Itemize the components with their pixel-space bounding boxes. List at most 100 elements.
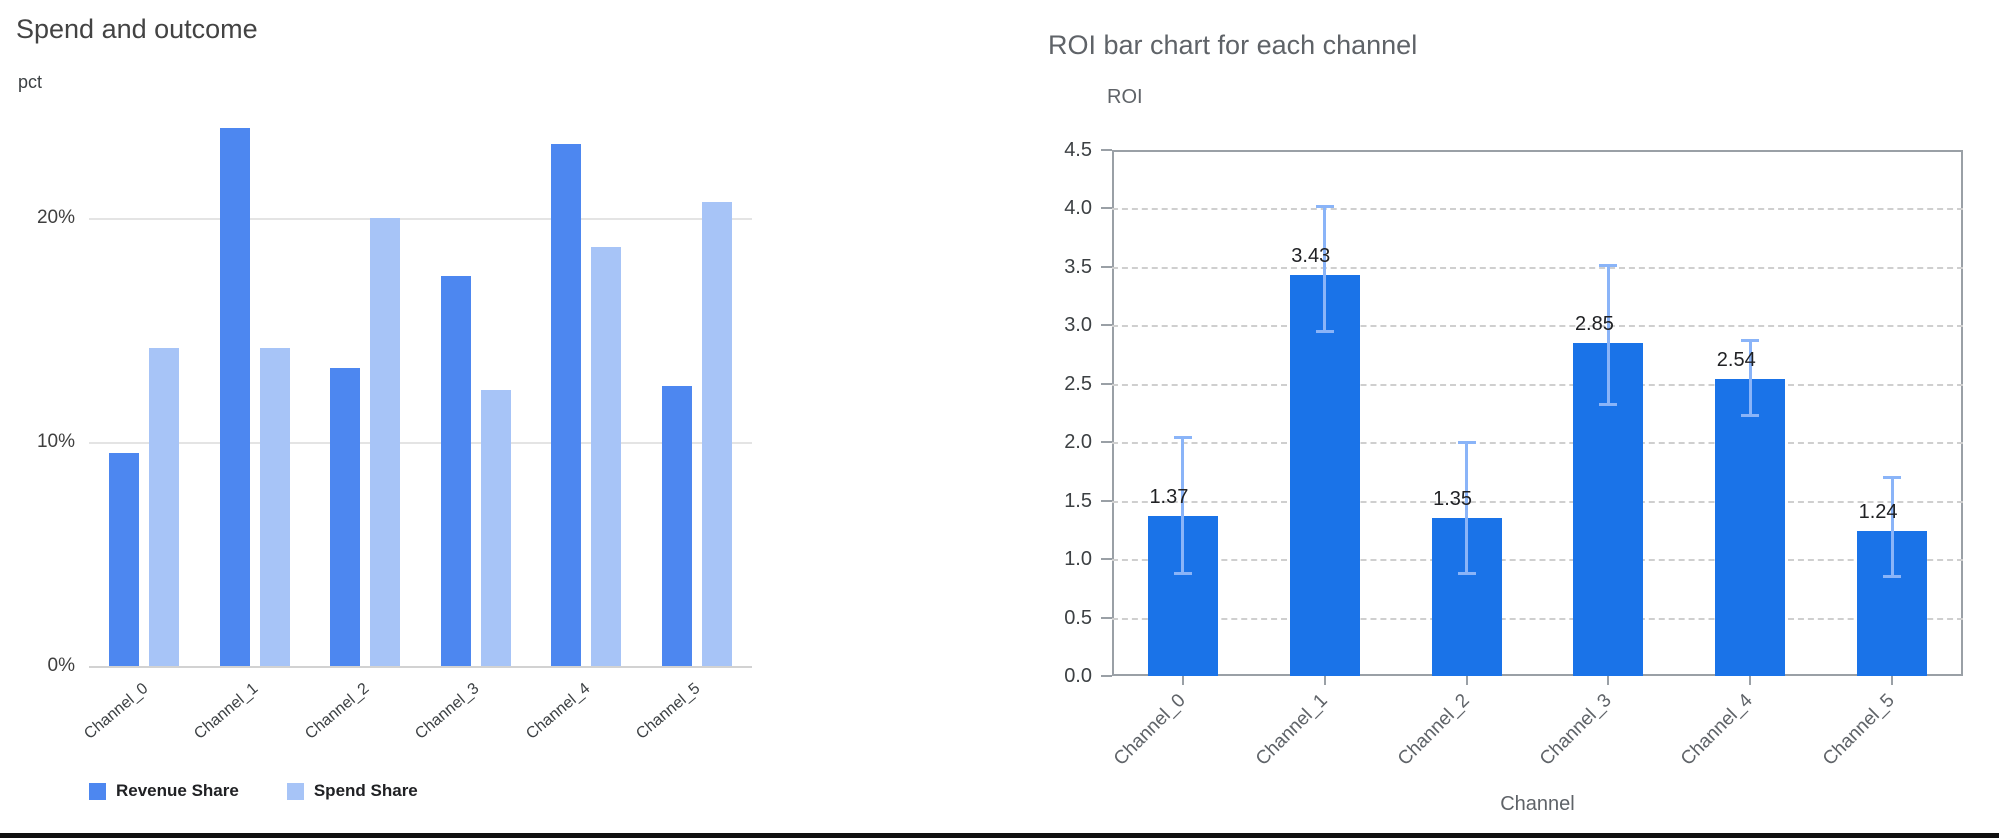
gridline [1112,383,1963,386]
spend-outcome-plot-area: 0% 10% 20% Channel_0 Channel_1 Channel_2 Chann… [37,106,752,743]
x-tick-label: Channel_0 [80,680,152,743]
revenue-share-bar [330,368,361,666]
roi-plot-area: 0.0 0.5 1.0 1.5 2.0 2.5 3.0 3.5 4.0 4.5 1.37 Channe… [1064,139,1963,770]
error-bar-cap-bottom [1599,403,1618,407]
gridline [89,442,752,444]
y-tick-label: 1.0 [1064,548,1092,571]
error-bar [1748,340,1752,416]
x-tick-label: Channel_3 [412,680,483,743]
spend-share-bar [701,202,732,666]
x-tick-label: Channel_4 [522,680,594,743]
bar-value-label: 2.85 [1574,312,1614,335]
x-tick-mark [1181,676,1184,685]
error-bar-cap-top [1741,339,1760,343]
error-bar [1890,477,1894,577]
gridline [89,218,752,220]
spend-outcome-title: Spend and outcome [16,14,258,44]
legend-swatch [286,782,304,800]
legend-label: Spend Share [313,781,418,800]
y-tick-label: 3.0 [1064,314,1092,337]
error-bar-cap-bottom [1457,571,1476,575]
error-bar-cap-top [1457,440,1476,444]
error-bar-cap-bottom [1741,413,1760,417]
gridline [89,666,752,668]
x-tick-label: Channel_2 [301,680,373,743]
y-tick-mark [1101,558,1112,561]
x-tick-mark [1465,676,1468,685]
gridline [1112,559,1963,562]
gridline [1112,617,1963,620]
y-tick-label: 2.5 [1064,372,1092,395]
y-tick-mark [1101,441,1112,444]
y-tick-mark [1101,149,1112,151]
x-tick-label: Channel_2 [1393,690,1474,770]
gridline [1112,500,1963,503]
y-tick-label: 4.0 [1064,197,1092,220]
legend-label: Revenue Share [116,781,239,800]
gridline [1112,442,1963,445]
y-tick-label: 0% [47,655,75,676]
roi-title: ROI bar chart for each channel [1048,30,1418,60]
y-tick-label: 4.5 [1064,139,1092,161]
spend-share-bar [370,218,401,666]
revenue-share-bar [551,144,582,666]
roi-bar [1289,275,1360,676]
roi-y-axis-label: ROI [1107,86,1143,108]
bar-value-label: 1.35 [1433,488,1473,511]
roi-bar [1715,379,1786,676]
x-tick-label: Channel_4 [1677,690,1758,770]
x-tick-label: Channel_1 [1251,690,1332,770]
error-bar-cap-bottom [1173,571,1192,575]
error-bar-cap-top [1599,264,1618,268]
bar-value-label: 1.37 [1149,485,1189,508]
x-tick-label: Channel_5 [633,680,704,743]
bar-value-label: 3.43 [1291,245,1331,268]
legend-item: Spend Share [286,781,418,801]
revenue-share-bar [109,453,140,666]
spend-outcome-legend: Revenue Share Spend Share [89,781,418,801]
x-tick-label: Channel_3 [1535,690,1616,770]
legend-swatch [89,782,106,800]
error-bar-cap-top [1173,436,1192,440]
x-tick-mark [1323,676,1326,685]
y-tick-mark [1101,207,1112,210]
error-bar-cap-bottom [1315,329,1334,333]
gridline [1112,266,1963,269]
y-tick-label: 10% [36,431,75,452]
y-tick-mark [1101,675,1112,677]
revenue-share-bar [661,386,692,666]
x-tick-label: Channel_5 [1819,690,1899,770]
y-tick-label: 1.5 [1064,489,1092,512]
y-tick-mark [1101,265,1112,268]
error-bar [1465,442,1469,574]
error-bar [1323,206,1327,332]
gridline [1112,325,1963,328]
x-tick-label: Channel_1 [191,680,262,743]
plot-border [1112,150,1963,676]
x-tick-mark [1749,676,1752,685]
error-bar-cap-top [1883,475,1902,479]
y-tick-label: 3.5 [1064,255,1092,278]
error-bar-cap-bottom [1883,575,1902,579]
x-tick-mark [1607,676,1610,685]
y-tick-label: 20% [36,207,75,228]
revenue-share-bar [219,128,250,666]
bar-value-label: 1.24 [1858,501,1898,524]
error-bar-cap-top [1315,204,1334,208]
y-tick-label: 0.0 [1064,665,1092,687]
legend-item: Revenue Share [89,781,239,801]
x-tick-label: Channel_0 [1109,690,1190,770]
spend-share-bar [259,347,290,666]
y-tick-mark [1101,616,1112,619]
spend-outcome-y-axis-label: pct [18,72,43,92]
error-bar [1606,265,1610,405]
y-tick-label: 0.5 [1064,606,1092,629]
error-bar [1181,437,1185,574]
y-tick-mark [1101,324,1112,327]
x-tick-mark [1891,676,1894,685]
gridline [1112,208,1963,211]
spend-share-bar [591,247,622,666]
y-tick-label: 2.0 [1064,431,1092,454]
y-tick-mark [1101,382,1112,385]
